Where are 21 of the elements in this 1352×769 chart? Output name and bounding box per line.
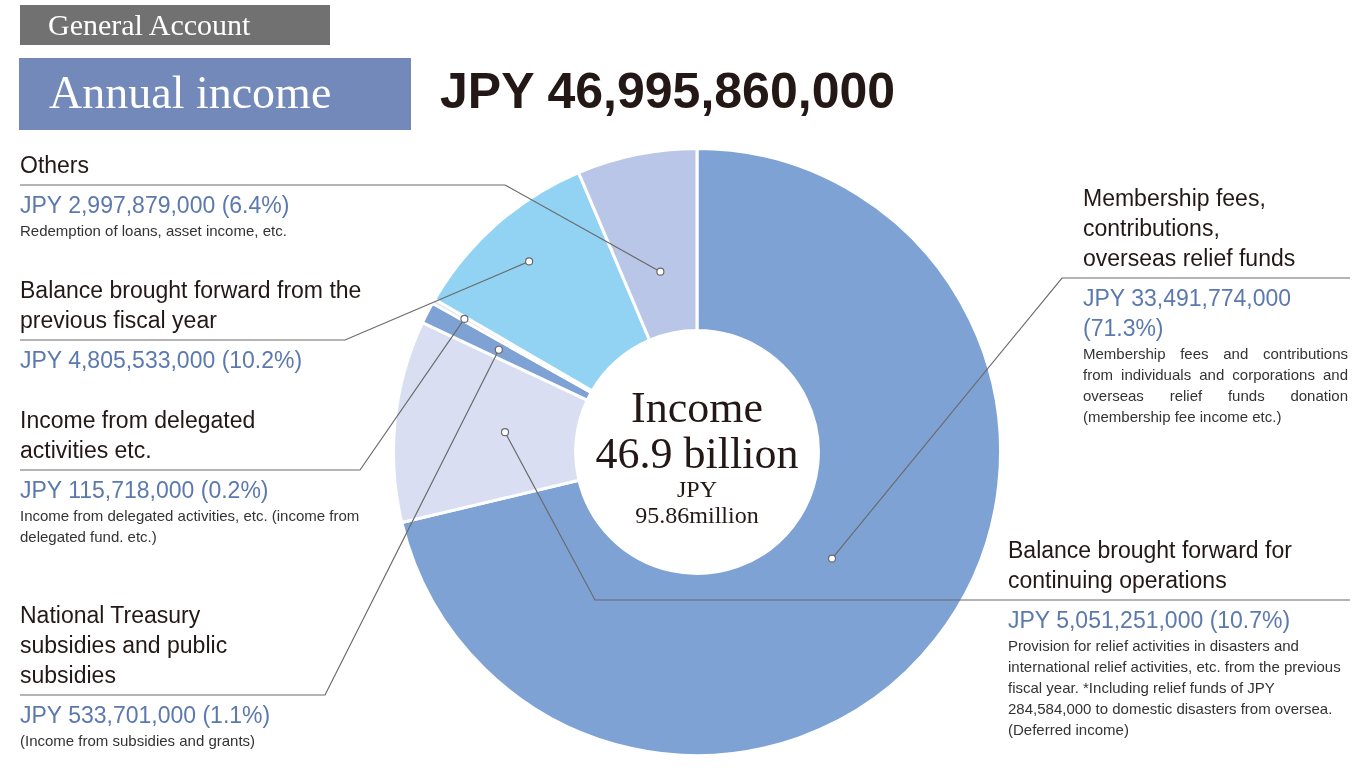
slice-label: National Treasury subsidies and public subsidies (20, 601, 229, 690)
slice-label: Balance brought forward for continuing operations (1008, 536, 1293, 595)
text: Redemption of loans, asset income, etc. (20, 221, 288, 241)
chart-title: Annual income (19, 58, 411, 130)
data-label: JPY 115,718,000 (0.2%) (20, 476, 270, 505)
text: Provision for relief activities in disasters and international relief activities, etc. from the previous fiscal year. *Including relief funds of JPY 284,584,000 to domestic disasters from oversea. (Deferred income) (1008, 636, 1342, 740)
text: Membership fees and contributions from individuals and corporations and overseas relief funds donation (membership fee income etc.) (1083, 344, 1348, 427)
chart-subtitle: General Account (20, 5, 330, 45)
data-label: JPY 533,701,000 (1.1%) (20, 701, 272, 730)
text: Income from delegated activities, etc. (income from delegated fund. etc.) (20, 506, 360, 547)
text: Income 46.9 billion JPY 95.86million (594, 383, 800, 528)
data-label: JPY 33,491,774,000 (71.3%) (1083, 284, 1293, 343)
slice-label: Balance brought forward from the previous fiscal year (20, 276, 363, 335)
text: JPY 46,995,860,000 (440, 62, 896, 120)
slice-label: Others (20, 151, 91, 180)
data-label: JPY 4,805,533,000 (10.2%) (20, 346, 304, 375)
slice-label: Membership fees, contributions, overseas relief funds (1083, 184, 1297, 273)
data-label: JPY 5,051,251,000 (10.7%) (1008, 606, 1292, 635)
slice-label: Income from delegated activities etc. (20, 406, 257, 465)
text: (Income from subsidies and grants) (20, 731, 257, 751)
data-label: JPY 2,997,879,000 (6.4%) (20, 191, 291, 220)
